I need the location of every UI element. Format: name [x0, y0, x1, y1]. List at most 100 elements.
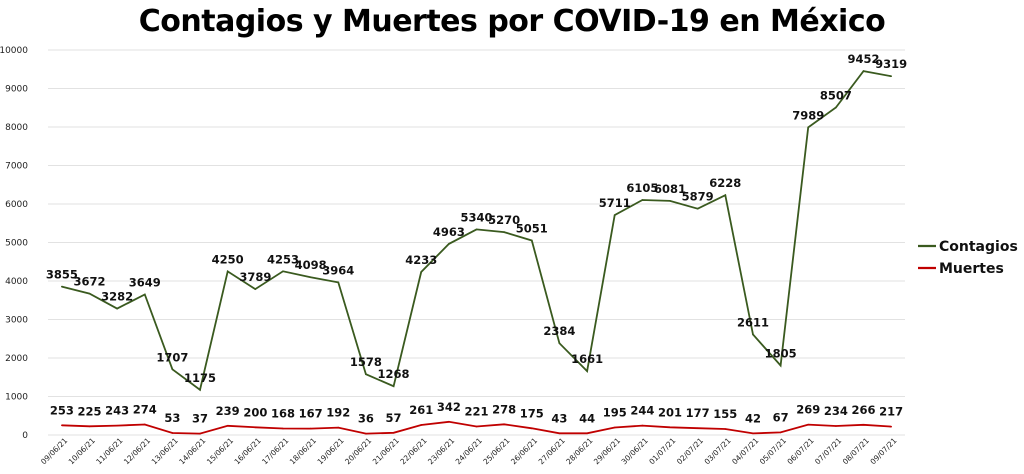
x-tick-label: 24/06/21	[454, 436, 484, 466]
data-label-contagios: 6081	[654, 182, 686, 196]
data-label-contagios: 7989	[792, 108, 824, 122]
data-label-muertes: 239	[216, 404, 240, 418]
y-tick-label: 1000	[5, 393, 28, 403]
data-label-contagios: 4250	[212, 252, 244, 266]
x-tick-label: 28/06/21	[564, 436, 594, 466]
data-point-muertes	[724, 428, 727, 430]
x-tick-label: 16/06/21	[233, 436, 263, 466]
data-point-muertes	[61, 424, 63, 427]
data-point-contagios	[586, 370, 588, 372]
data-label-contagios: 4233	[405, 253, 437, 267]
data-label-muertes: 261	[409, 403, 433, 417]
data-label-contagios: 3649	[129, 276, 161, 290]
x-tick-label: 07/07/21	[813, 436, 843, 466]
data-label-muertes: 43	[551, 411, 567, 425]
data-label-contagios: 3282	[101, 290, 133, 304]
data-label-muertes: 67	[773, 410, 789, 424]
data-point-contagios	[448, 243, 450, 245]
x-tick-label: 30/06/21	[620, 436, 650, 466]
y-tick-label: 9000	[5, 85, 28, 95]
data-point-muertes	[530, 427, 533, 430]
x-tick-label: 12/06/21	[122, 436, 152, 466]
data-point-muertes	[143, 423, 146, 426]
x-tick-label: 20/06/21	[343, 436, 373, 466]
x-tick-label: 27/06/21	[537, 436, 567, 466]
data-label-muertes: 225	[77, 404, 101, 418]
data-label-muertes: 177	[686, 406, 710, 420]
data-point-contagios	[807, 126, 810, 129]
x-tick-label: 10/06/21	[67, 436, 97, 466]
data-point-contagios	[835, 106, 837, 109]
data-point-muertes	[890, 425, 892, 428]
data-label-contagios: 1661	[571, 352, 603, 366]
series-lines	[61, 70, 892, 435]
y-tick-label: 3000	[5, 316, 28, 326]
data-label-muertes: 155	[713, 407, 737, 421]
data-point-muertes	[365, 432, 367, 435]
data-label-contagios: 6105	[626, 181, 658, 195]
data-point-contagios	[171, 368, 174, 371]
data-point-muertes	[641, 424, 644, 427]
chart-title: Contagios y Muertes por COVID-19 en Méxi…	[138, 4, 886, 39]
x-tick-label: 14/06/21	[177, 436, 207, 466]
data-point-muertes	[392, 432, 395, 434]
data-point-contagios	[779, 364, 782, 367]
data-point-muertes	[420, 424, 423, 426]
data-point-contagios	[420, 271, 423, 273]
data-label-contagios: 3964	[322, 263, 354, 277]
data-point-contagios	[254, 288, 257, 290]
gridlines	[48, 49, 905, 436]
data-point-contagios	[365, 373, 367, 376]
data-point-muertes	[448, 421, 450, 423]
data-point-contagios	[337, 281, 340, 284]
data-point-contagios	[143, 293, 146, 296]
data-point-contagios	[88, 292, 91, 295]
data-label-muertes: 167	[299, 407, 323, 421]
data-label-muertes: 274	[133, 402, 157, 416]
data-point-muertes	[171, 432, 174, 434]
x-tick-label: 21/06/21	[371, 436, 401, 466]
data-point-contagios	[503, 231, 505, 233]
data-label-contagios: 1578	[350, 355, 382, 369]
data-label-muertes: 37	[192, 412, 208, 426]
data-point-muertes	[503, 423, 505, 426]
data-label-contagios: 4098	[295, 258, 327, 272]
data-label-contagios: 1268	[378, 367, 410, 381]
y-tick-label: 5000	[5, 239, 28, 249]
x-tick-label: 09/06/21	[39, 436, 69, 466]
series-line-contagios	[61, 70, 892, 392]
data-label-muertes: 57	[386, 411, 402, 425]
data-label-muertes: 217	[879, 405, 903, 419]
x-tick-label: 08/07/21	[841, 436, 871, 466]
x-tick-label: 19/06/21	[316, 436, 346, 466]
data-point-contagios	[199, 388, 201, 391]
legend-label-muertes: Muertes	[939, 261, 1004, 277]
data-label-muertes: 221	[464, 404, 488, 418]
data-label-contagios: 1805	[765, 347, 797, 361]
x-tick-label: 04/07/21	[730, 436, 760, 466]
x-axis-ticks: 09/06/2110/06/2111/06/2112/06/2113/06/21…	[39, 436, 899, 466]
data-label-muertes: 195	[603, 405, 627, 419]
x-tick-label: 25/06/21	[481, 436, 511, 466]
y-tick-label: 8000	[5, 123, 28, 133]
data-label-muertes: 266	[852, 403, 876, 417]
data-label-muertes: 175	[520, 406, 544, 420]
data-point-contagios	[475, 228, 478, 231]
data-point-muertes	[309, 427, 312, 430]
data-label-contagios: 9452	[848, 52, 880, 66]
data-label-contagios: 3855	[46, 268, 78, 282]
data-label-contagios: 2384	[543, 324, 575, 338]
data-point-muertes	[752, 432, 754, 435]
y-tick-label: 6000	[5, 200, 28, 210]
data-point-muertes	[337, 426, 340, 429]
y-tick-label: 2000	[5, 354, 28, 364]
x-tick-label: 05/07/21	[758, 436, 788, 466]
data-point-muertes	[282, 427, 284, 430]
data-point-muertes	[835, 425, 837, 427]
data-point-contagios	[613, 214, 616, 216]
data-label-muertes: 192	[326, 406, 350, 420]
data-labels: 3855367232823649170711754250378942534098…	[46, 52, 907, 426]
data-point-contagios	[392, 385, 395, 387]
data-point-muertes	[199, 432, 201, 435]
y-axis-ticks: 0 1000 2000 3000 4000 5000 6000 7000 8000 9000 100…	[0, 46, 28, 441]
